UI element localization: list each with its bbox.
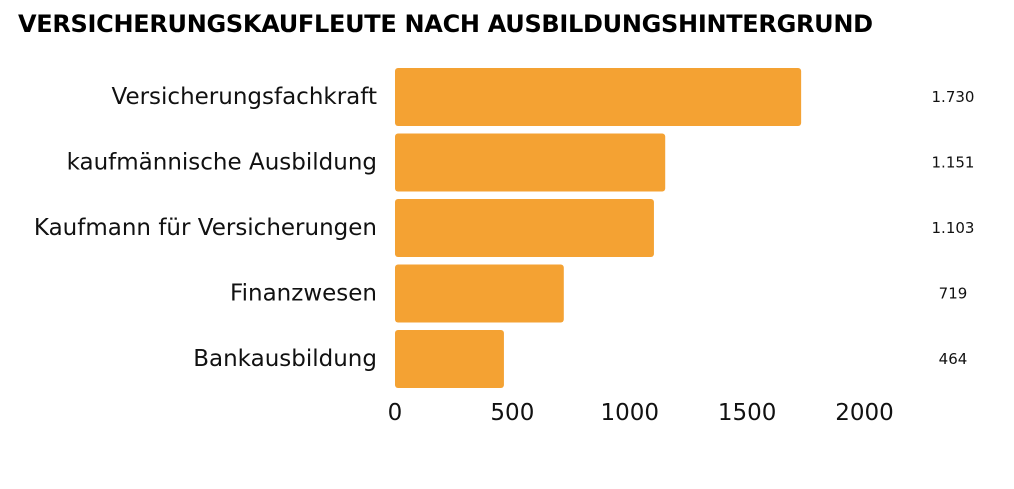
category-label: Bankausbildung bbox=[193, 346, 377, 372]
value-label: 1.730 bbox=[932, 88, 975, 106]
category-label: Finanzwesen bbox=[230, 281, 377, 307]
value-label: 1.103 bbox=[932, 219, 975, 237]
x-tick-label: 1500 bbox=[718, 400, 777, 426]
value-label: 1.151 bbox=[932, 154, 975, 172]
category-label: kaufmännische Ausbildung bbox=[67, 150, 377, 176]
x-tick-label: 500 bbox=[490, 400, 534, 426]
value-label: 464 bbox=[939, 350, 968, 368]
value-labels-group: 1.730 1.151 1.103 719 464 bbox=[932, 88, 975, 368]
bar-2 bbox=[395, 133, 666, 192]
bars-group bbox=[395, 68, 802, 388]
x-tick-label: 0 bbox=[388, 400, 403, 426]
category-label: Kaufmann für Versicherungen bbox=[34, 215, 377, 241]
category-label: Versicherungsfachkraft bbox=[112, 84, 378, 110]
x-tick-label: 1000 bbox=[600, 400, 659, 426]
chart-title: VERSICHERUNGSKAUFLEUTE NACH AUSBILDUNGSH… bbox=[18, 10, 873, 38]
bar-3 bbox=[395, 199, 654, 257]
category-labels-group: Versicherungsfachkraft kaufmännische Ausb… bbox=[34, 84, 377, 372]
value-label: 719 bbox=[939, 285, 968, 303]
bar-1 bbox=[395, 68, 802, 126]
bar-4 bbox=[395, 264, 564, 323]
x-axis-ticks-group: 0 500 1000 1500 2000 bbox=[388, 400, 894, 426]
bar-5 bbox=[395, 330, 504, 388]
x-tick-label: 2000 bbox=[835, 400, 894, 426]
